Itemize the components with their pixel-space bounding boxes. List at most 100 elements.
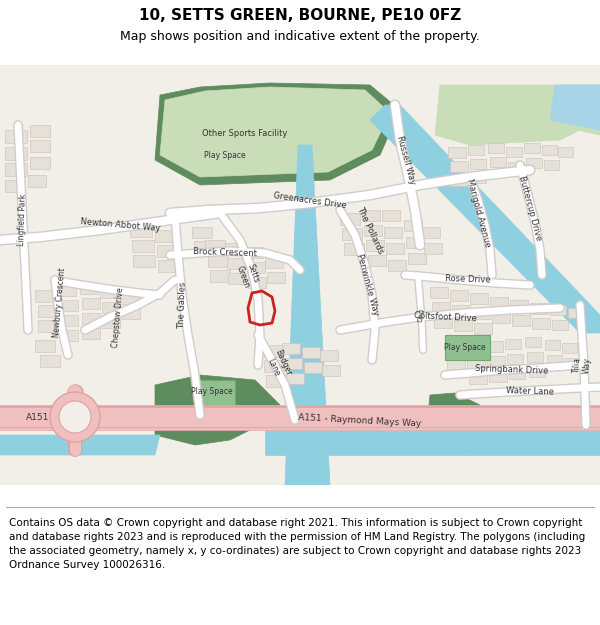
Text: Tilia
Way: Tilia Way [572,356,592,374]
Bar [508,162,524,172]
Bar [58,285,76,296]
Bar [362,210,380,221]
Bar [452,305,470,316]
Bar [562,343,577,353]
Bar [527,352,543,362]
Text: The Pollards: The Pollards [355,205,385,255]
Bar [210,270,230,282]
Bar [487,356,505,367]
Bar [545,340,560,350]
Bar [264,360,284,372]
Bar [406,237,424,248]
Bar [445,345,463,356]
Bar [465,343,483,354]
Text: The Gables: The Gables [176,281,187,329]
Bar [102,317,120,328]
Bar [489,371,507,382]
Text: Coltsfoot Drive: Coltsfoot Drive [413,311,476,323]
Bar [82,313,100,324]
Bar [342,228,362,240]
Bar [60,300,78,311]
Polygon shape [160,87,390,177]
Bar [544,160,559,170]
Bar [82,298,100,309]
Bar [132,240,154,252]
Bar [38,320,58,332]
Bar [30,157,50,169]
Text: Newton Abbot Way: Newton Abbot Way [80,217,160,233]
Bar [227,258,245,269]
Bar [404,220,422,231]
Bar [304,362,322,373]
Bar [408,253,426,264]
Bar [130,225,152,237]
Bar [550,305,566,315]
Text: Lingfield Park: Lingfield Park [17,194,28,246]
Bar [552,320,568,330]
Bar [507,354,523,364]
Bar [155,230,175,242]
Polygon shape [445,335,490,360]
Bar [157,245,177,257]
Bar [490,157,506,167]
Bar [60,330,78,341]
Polygon shape [0,405,600,430]
Bar [368,255,386,266]
Bar [558,147,573,157]
Bar [133,255,155,267]
Bar [247,262,265,273]
Bar [450,161,468,172]
Circle shape [59,401,91,433]
Text: Setts
Green: Setts Green [235,261,261,289]
Polygon shape [550,85,600,130]
Text: Contains OS data © Crown copyright and database right 2021. This information is : Contains OS data © Crown copyright and d… [9,518,585,570]
Text: Newbury Crescent: Newbury Crescent [52,268,68,338]
Bar [102,302,120,313]
Bar [526,158,542,168]
Polygon shape [555,85,600,135]
Bar [192,227,212,238]
Bar [100,287,118,298]
Bar [30,140,50,152]
Bar [364,225,382,236]
Bar [322,365,340,376]
Bar [5,163,27,176]
Bar [5,147,27,160]
Bar [82,328,100,339]
Text: Other Sports Facility: Other Sports Facility [202,129,287,138]
Bar [505,339,521,349]
Bar [40,355,60,367]
Bar [208,255,228,267]
Bar [510,300,528,311]
Bar [286,373,304,384]
Polygon shape [285,145,330,485]
Text: A151: A151 [26,412,50,421]
Bar [158,260,178,272]
Bar [547,355,562,365]
Bar [245,247,263,258]
Bar [492,312,510,323]
Bar [490,297,508,308]
Bar [450,175,468,186]
Bar [60,315,78,326]
Bar [474,323,492,334]
Bar [382,210,400,221]
Bar [120,293,138,304]
Bar [248,277,266,288]
Bar [568,308,583,318]
Polygon shape [370,105,600,333]
Text: 10, SETTS GREEN, BOURNE, PE10 0FZ: 10, SETTS GREEN, BOURNE, PE10 0FZ [139,8,461,22]
Text: Water Lane: Water Lane [506,386,554,396]
Bar [284,358,302,369]
Bar [450,290,468,301]
Bar [424,243,442,254]
Bar [529,367,545,377]
Bar [5,180,25,192]
Bar [469,373,487,384]
Bar [525,337,541,347]
Bar [344,243,364,255]
Bar [302,347,320,358]
Text: Marigold Avenue: Marigold Avenue [464,177,491,248]
Bar [430,287,448,298]
Text: Dog: Dog [418,308,425,322]
